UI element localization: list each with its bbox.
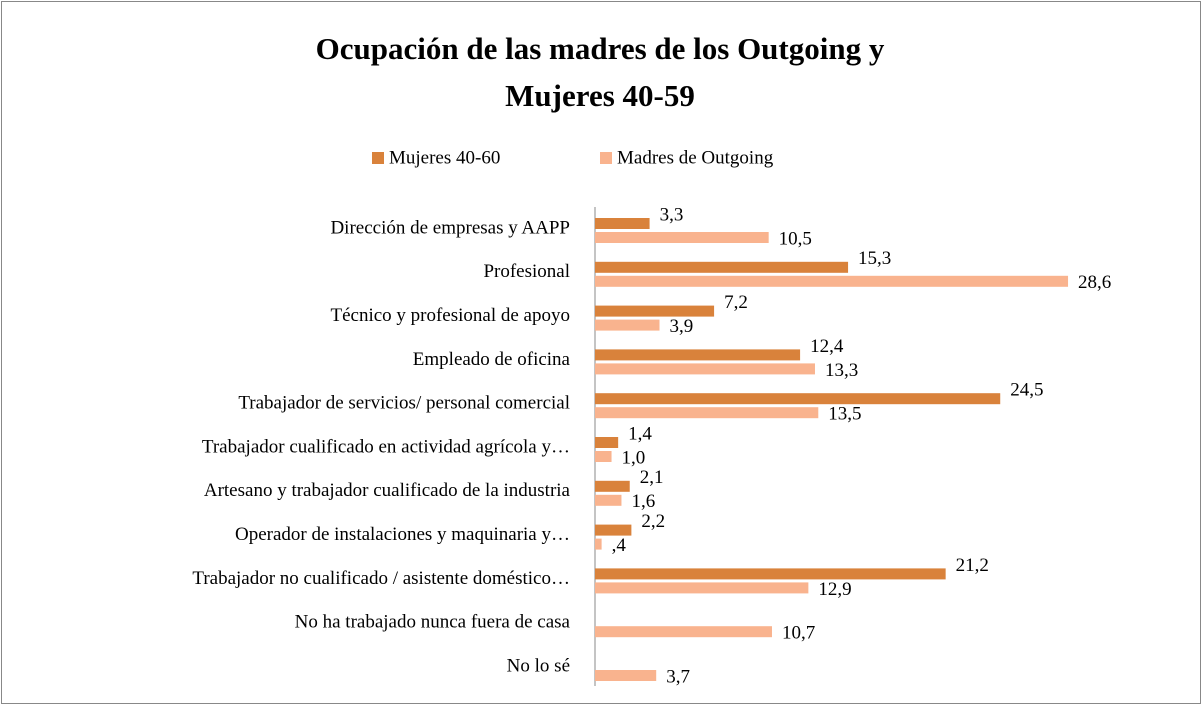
category-label: Trabajador no cualificado / asistente do… <box>192 568 570 589</box>
bar <box>595 261 849 273</box>
legend-swatch <box>372 152 384 164</box>
value-label: 1,6 <box>631 491 655 512</box>
legend-swatch <box>600 152 612 164</box>
bar <box>595 670 657 681</box>
category-label: Técnico y profesional de apoyo <box>330 305 570 326</box>
bar <box>595 393 1001 405</box>
category-label: No ha trabajado nunca fuera de casa <box>295 612 571 633</box>
value-label: 28,6 <box>1078 272 1111 293</box>
bar <box>595 568 946 580</box>
category-label: Profesional <box>483 261 570 282</box>
bar <box>595 437 619 448</box>
value-label: 12,9 <box>818 579 851 600</box>
legend-label: Mujeres 40-60 <box>389 147 500 168</box>
legend-label: Madres de Outgoing <box>617 147 774 168</box>
category-label: No lo sé <box>507 655 570 676</box>
value-label: 2,1 <box>640 467 664 488</box>
bar <box>595 524 632 536</box>
value-label: 1,0 <box>622 447 646 468</box>
value-label: 7,2 <box>724 292 748 313</box>
chart-title: Ocupación de las madres de los Outgoing … <box>316 31 885 66</box>
value-label: 3,7 <box>666 666 690 687</box>
category-label: Artesano y trabajador cualificado de la … <box>204 480 571 501</box>
bar <box>595 319 660 331</box>
bar <box>595 407 819 419</box>
category-label: Dirección de empresas y AAPP <box>330 217 570 238</box>
value-label: ,4 <box>612 535 627 556</box>
bar <box>595 349 801 361</box>
category-label: Empleado de oficina <box>413 349 571 370</box>
bar <box>595 218 650 229</box>
category-label: Trabajador cualificado en actividad agrí… <box>202 436 570 457</box>
chart-title: Mujeres 40-59 <box>505 78 695 113</box>
bar <box>595 305 715 317</box>
value-label: 3,3 <box>660 204 684 225</box>
bar <box>595 232 769 243</box>
bar <box>595 582 809 594</box>
value-label: 21,2 <box>956 555 989 576</box>
category-label: Trabajador de servicios/ personal comerc… <box>238 393 570 414</box>
value-label: 1,4 <box>628 423 652 444</box>
bar <box>595 275 1069 287</box>
value-label: 15,3 <box>858 248 891 269</box>
value-label: 3,9 <box>670 316 694 337</box>
value-label: 10,5 <box>779 228 812 249</box>
bar <box>595 626 772 638</box>
value-label: 10,7 <box>782 623 815 644</box>
value-label: 12,4 <box>810 336 844 357</box>
value-label: 13,5 <box>828 404 861 425</box>
value-label: 24,5 <box>1010 380 1043 401</box>
bar <box>595 538 602 550</box>
bar <box>595 451 612 462</box>
bar <box>595 480 630 492</box>
value-label: 13,3 <box>825 360 858 381</box>
bar <box>595 494 622 506</box>
category-label: Operador de instalaciones y maquinaria y… <box>235 524 570 545</box>
bar <box>595 363 815 375</box>
value-label: 2,2 <box>641 511 665 532</box>
